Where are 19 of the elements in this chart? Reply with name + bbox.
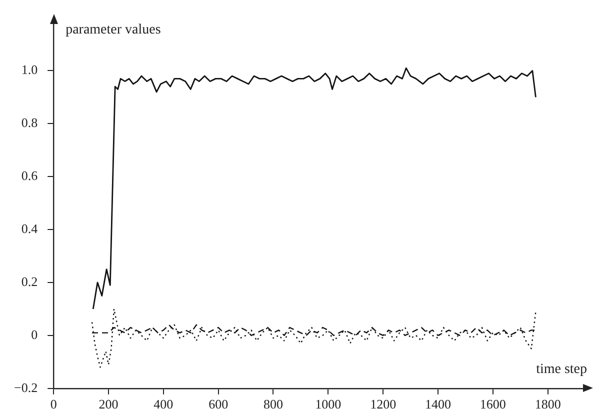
y-tick-label: −0.2 <box>14 380 38 395</box>
y-tick-label: 0 <box>31 326 38 342</box>
x-tick-label: 800 <box>263 396 283 412</box>
x-tick-label: 600 <box>208 396 228 412</box>
x-tick-label: 1600 <box>480 396 506 412</box>
y-tick-label: 0.2 <box>21 274 38 289</box>
x-tick-label: 1000 <box>315 396 342 412</box>
x-axis-title: time step <box>536 362 587 378</box>
y-tick-label: 0.8 <box>21 115 38 130</box>
y-tick-label: 0.4 <box>21 220 38 236</box>
x-tick-label: 1200 <box>370 396 396 412</box>
x-tick-label: 400 <box>154 396 174 412</box>
x-tick-label: 1400 <box>424 396 451 412</box>
y-axis-title: parameter values <box>66 22 161 38</box>
y-tick-label: 1.0 <box>21 62 38 78</box>
y-tick-label: 0.6 <box>21 168 38 184</box>
x-tick-label: 200 <box>98 396 118 412</box>
x-tick-label: 1800 <box>534 396 561 412</box>
x-tick-label: 0 <box>50 396 57 412</box>
